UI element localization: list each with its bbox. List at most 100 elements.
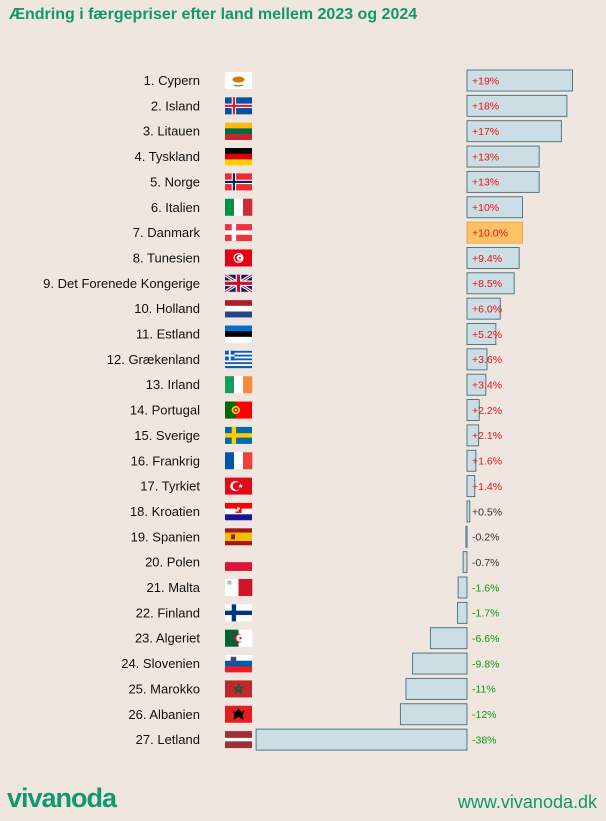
bar-irland [466, 373, 487, 396]
value-label: +2.2% [472, 405, 502, 417]
value-label: +17% [472, 126, 499, 138]
albania-flag-icon [225, 705, 252, 723]
country-label: 25. Marokko [128, 681, 200, 696]
lithuania-flag-icon [225, 122, 252, 140]
bar-spanien [465, 525, 468, 548]
country-label: 11. Estland [136, 327, 200, 342]
slovenia-flag-icon [225, 655, 252, 673]
tunisia-flag-icon [225, 249, 252, 267]
bar-letland [255, 728, 468, 751]
country-label: 26. Albanien [128, 707, 200, 722]
country-label: 1. Cypern [144, 73, 200, 88]
value-label: -1.7% [472, 608, 499, 620]
finland-flag-icon [225, 604, 252, 622]
bar-litauen [466, 120, 562, 143]
value-label: +6.0% [472, 303, 502, 315]
bar-albanien [399, 703, 468, 726]
bar-italien [466, 196, 523, 219]
country-label: 16. Frankrig [131, 453, 200, 468]
country-label: 27. Letland [136, 732, 200, 747]
country-label: 21. Malta [147, 580, 201, 595]
country-label: 13. Irland [146, 377, 200, 392]
algeria-flag-icon [225, 629, 253, 647]
country-label: 17. Tyrkiet [140, 479, 200, 494]
france-flag-icon [225, 452, 253, 470]
country-label: 3. Litauen [143, 124, 200, 139]
bar-grækenland [466, 348, 488, 371]
value-label: +3.4% [472, 380, 502, 392]
value-label: -38% [472, 734, 497, 746]
germany-flag-icon [225, 148, 252, 166]
value-label: +1.6% [472, 456, 502, 468]
value-label: -12% [472, 709, 497, 721]
estonia-flag-icon [225, 325, 252, 343]
bar-island [466, 94, 568, 117]
netherlands-flag-icon [225, 300, 252, 318]
malta-flag-icon [225, 579, 253, 596]
country-label: 8. Tunesien [133, 250, 200, 265]
value-label: +5.2% [472, 329, 502, 341]
country-label: 7. Danmark [133, 225, 201, 240]
ireland-flag-icon [225, 376, 253, 394]
croatia-flag-icon [225, 502, 252, 521]
portugal-flag-icon [225, 401, 252, 419]
country-label: 12. Grækenland [107, 352, 200, 367]
country-label: 23. Algeriet [135, 631, 200, 646]
country-label: 2. Island [151, 98, 200, 113]
bar-marokko [405, 677, 468, 700]
bar-estland [466, 323, 497, 345]
bar-portugal [466, 399, 480, 421]
italy-flag-icon [225, 198, 253, 216]
denmark-flag-icon [225, 224, 252, 242]
greece-flag-icon [225, 350, 252, 369]
bar-algeriet [429, 627, 468, 650]
poland-flag-icon [225, 553, 252, 571]
value-label: -9.8% [472, 658, 499, 670]
value-label: +0.5% [472, 506, 502, 518]
bar-holland [466, 297, 501, 320]
value-label: +18% [472, 101, 499, 113]
country-label: 9. Det Forenede Kongerige [43, 276, 200, 291]
value-label: +1.4% [472, 481, 502, 493]
country-label: 20. Polen [145, 555, 200, 570]
morocco-flag-icon [225, 680, 252, 698]
spain-flag-icon [225, 528, 252, 546]
value-label: -1.6% [472, 582, 499, 594]
turkey-flag-icon [225, 477, 252, 495]
vivanoda-logo: vivanoda [7, 783, 117, 813]
value-label: +3.6% [472, 354, 502, 366]
value-label: +8.5% [472, 278, 502, 290]
value-label: +10% [472, 202, 499, 214]
value-label: -0.2% [472, 532, 499, 544]
value-label: +2.1% [472, 430, 502, 442]
chart-title: Ændring i færgepriser efter land mellem … [9, 6, 418, 23]
bar-sverige [466, 424, 480, 447]
website-link[interactable]: www.vivanoda.dk [457, 792, 597, 812]
country-label: 6. Italien [151, 200, 200, 215]
norway-flag-icon [225, 173, 252, 191]
bar-malta [457, 576, 468, 599]
country-label: 24. Slovenien [121, 656, 200, 671]
country-label: 18. Kroatien [130, 504, 200, 519]
sweden-flag-icon [225, 426, 252, 444]
iceland-flag-icon [225, 97, 252, 115]
value-label: -11% [472, 684, 496, 696]
bar-kroatien [466, 500, 471, 523]
bar-danmark [466, 221, 523, 244]
value-label: +13% [472, 177, 499, 189]
bar-tyskland [466, 145, 540, 168]
country-label: 10. Holland [134, 301, 200, 316]
value-label: +10.0% [472, 227, 508, 239]
value-label: -0.7% [472, 557, 499, 569]
bar-frankrig [466, 449, 477, 472]
bar-tunesien [466, 246, 520, 269]
country-label: 14. Portugal [130, 403, 200, 418]
country-label: 5. Norge [150, 174, 200, 189]
bar-norge [466, 170, 540, 193]
bar-det-forenede-kongerige [466, 272, 515, 295]
value-label: +13% [472, 151, 499, 163]
bar-polen [462, 551, 468, 574]
value-label: +9.4% [472, 253, 502, 265]
bar-tyrkiet [466, 475, 476, 498]
